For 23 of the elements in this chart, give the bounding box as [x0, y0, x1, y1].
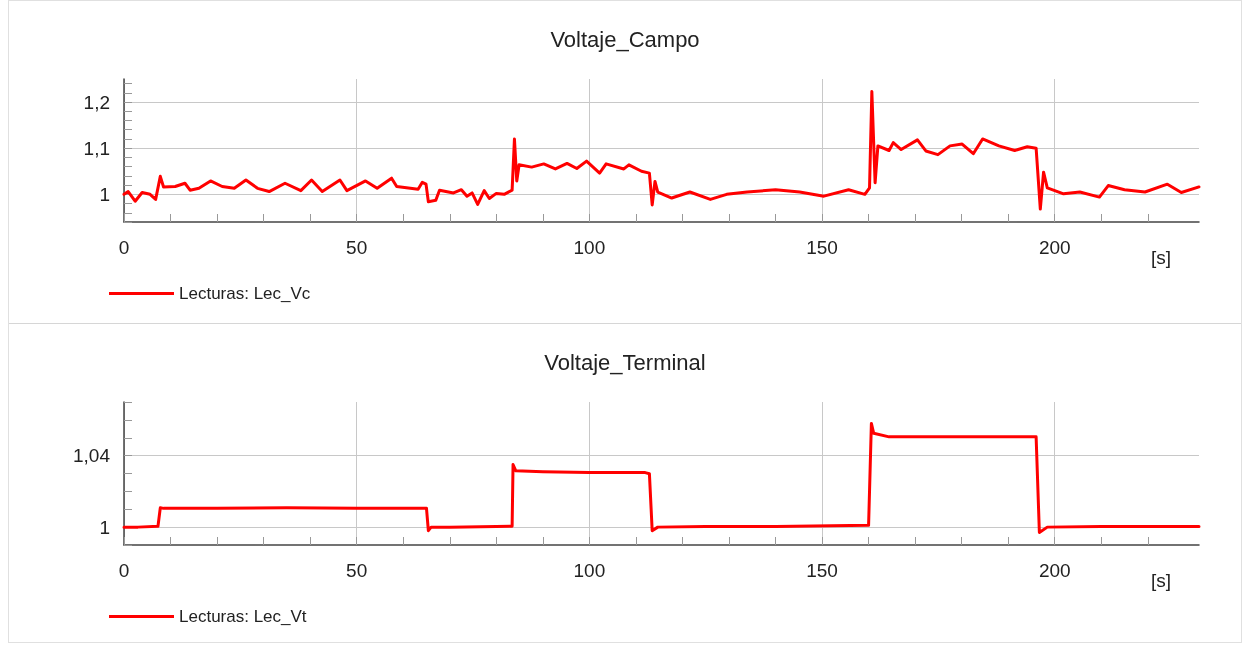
x-tick-label: 200 — [1038, 237, 1071, 258]
x-tick-label: 100 — [573, 560, 606, 581]
line-series — [122, 421, 1201, 534]
y-tick-label: 1 — [99, 183, 110, 205]
y-tick-label: 1,04 — [73, 445, 111, 467]
x-tick-label: 150 — [806, 560, 838, 581]
y-tick-label: 1,2 — [83, 91, 110, 113]
legend-label: Lecturas: Lec_Vc — [179, 284, 311, 303]
x-tick-label: 0 — [118, 560, 130, 581]
chart-title: Voltaje_Campo — [550, 26, 700, 52]
y-tick-label: 1 — [99, 516, 110, 538]
x-tick-label: 50 — [346, 560, 368, 581]
chart-title: Voltaje_Terminal — [544, 349, 706, 375]
line-series — [122, 89, 1201, 211]
legend-label: Lecturas: Lec_Vt — [179, 607, 307, 626]
x-tick-label: 0 — [118, 237, 130, 258]
x-tick-label: 150 — [806, 237, 838, 258]
x-tick-label: 200 — [1038, 560, 1071, 581]
x-tick-label: 100 — [573, 237, 606, 258]
x-axis-title: [s] — [1151, 247, 1172, 268]
y-tick-label: 1,1 — [83, 137, 110, 159]
x-axis-title: [s] — [1151, 570, 1172, 591]
x-tick-label: 50 — [346, 237, 368, 258]
